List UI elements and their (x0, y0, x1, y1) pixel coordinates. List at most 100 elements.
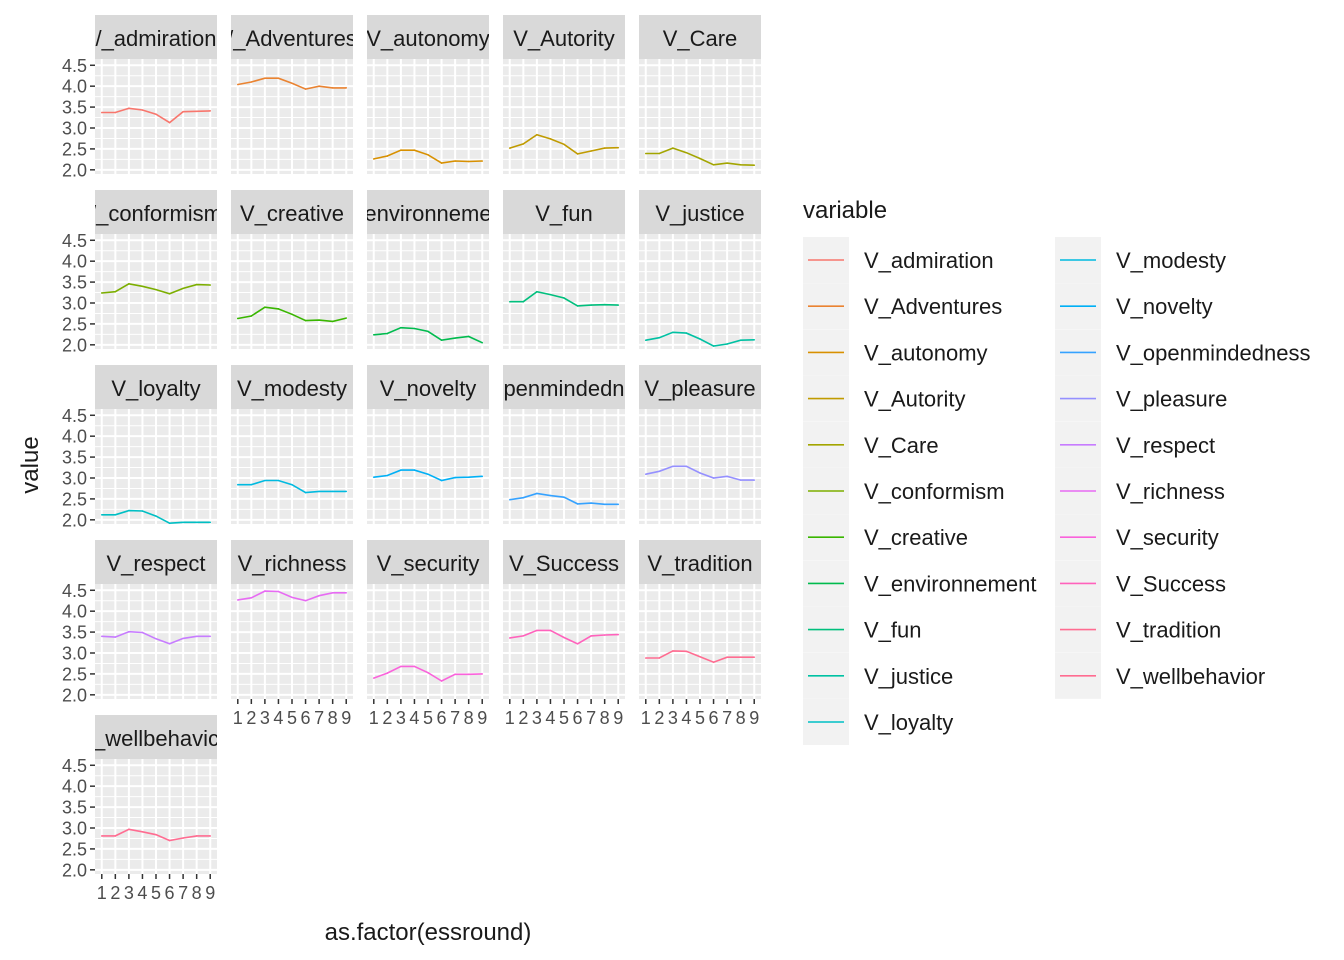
data-point (100, 635, 103, 638)
data-point (195, 283, 198, 286)
y-tick-label: 3.0 (62, 819, 87, 839)
data-point (128, 630, 130, 633)
data-point (155, 113, 157, 115)
legend-label: V_Care (864, 433, 939, 458)
y-tick-label: 2.5 (62, 664, 87, 684)
data-point (236, 83, 239, 86)
data-point (685, 465, 688, 468)
facet-strip (503, 540, 625, 584)
facet-strip (367, 365, 489, 409)
x-tick-label: 3 (532, 708, 542, 728)
data-point (712, 477, 715, 479)
legend-item-V_environnement: V_environnement (803, 560, 1036, 607)
facet-panel-V_respect: V_respect 2.02.53.03.54.04.5 (62, 540, 217, 705)
data-point (739, 164, 742, 166)
y-tick-label: 4.0 (62, 427, 87, 447)
facet-panel-V_creative: V_creative (231, 190, 353, 349)
data-point (440, 339, 443, 342)
data-point (386, 474, 389, 477)
data-point (413, 469, 416, 471)
legend-item-V_security: V_security (1055, 514, 1219, 561)
x-tick-label: 7 (450, 708, 460, 728)
y-tick-label: 4.0 (62, 77, 87, 97)
data-point (522, 496, 525, 499)
facet-strip (231, 190, 353, 234)
x-tick-label: 6 (437, 708, 447, 728)
y-tick-label: 3.5 (62, 273, 87, 293)
facet-panel-V_novelty: V_novelty (367, 365, 489, 524)
facet-panel-V_pleasure: V_pleasure (639, 365, 761, 524)
x-tick-label: 4 (681, 708, 691, 728)
x-tick-label: 2 (654, 708, 664, 728)
y-tick-label: 4.5 (62, 756, 87, 776)
x-tick-label: 3 (396, 708, 406, 728)
data-point (467, 476, 470, 478)
data-point (100, 835, 103, 837)
data-point (155, 833, 157, 836)
data-point (685, 650, 688, 653)
data-point (182, 287, 184, 290)
data-point (195, 835, 198, 837)
x-axis-title: as.factor(essround) (325, 919, 532, 946)
data-point (699, 472, 701, 474)
y-tick-label: 4.5 (62, 231, 87, 251)
facet-panel-V_admiration: /_admiration 2.02.53.03.54.04.5 (62, 15, 217, 180)
y-tick-label: 3.0 (62, 469, 87, 489)
data-point (114, 636, 117, 638)
y-tick-label: 4.0 (62, 602, 87, 622)
data-point (318, 594, 320, 597)
facet-strip (503, 190, 625, 234)
data-point (386, 332, 389, 335)
y-tick-label: 2.5 (62, 314, 87, 334)
data-point (182, 637, 184, 640)
data-point (590, 150, 592, 152)
x-tick-label: 1 (505, 708, 515, 728)
data-point (209, 835, 212, 837)
facet-strip (503, 15, 625, 59)
data-point (658, 336, 661, 339)
data-point (726, 475, 728, 478)
legend-label: V_wellbehavior (1116, 664, 1265, 689)
data-point (536, 629, 538, 632)
data-point (304, 319, 307, 322)
data-point (536, 290, 538, 293)
legend-title: variable (803, 197, 887, 224)
legend-item-V_wellbehavior: V_wellbehavior (1055, 652, 1265, 699)
facet-strip-label: V_autonomy (366, 26, 490, 51)
data-point (617, 503, 620, 506)
x-tick-label: 3 (124, 883, 134, 903)
facet-panel-V_openmindedness: penmindedn (503, 365, 625, 524)
data-point (168, 522, 171, 524)
facet-strip (95, 715, 217, 759)
data-point (481, 341, 484, 344)
y-tick-label: 3.0 (62, 294, 87, 314)
data-point (699, 655, 701, 658)
facet-strip (231, 15, 353, 59)
legend-item-V_Autority: V_Autority (803, 375, 966, 422)
legend-item-V_Success: V_Success (1055, 560, 1226, 607)
legend-label: V_richness (1116, 479, 1225, 504)
data-point (427, 153, 429, 156)
x-tick-label: 9 (749, 708, 759, 728)
legend-item-V_justice: V_justice (803, 652, 953, 699)
data-point (291, 313, 293, 316)
y-tick-label: 4.0 (62, 252, 87, 272)
facet-strip-label: V_Autority (513, 26, 615, 51)
data-point (331, 320, 334, 323)
data-point (522, 635, 525, 637)
data-point (250, 81, 253, 83)
data-point (672, 465, 674, 468)
x-tick-label: 1 (233, 708, 243, 728)
legend-item-V_respect: V_respect (1055, 421, 1215, 468)
data-point (522, 300, 525, 303)
y-tick-label: 3.5 (62, 623, 87, 643)
data-point (454, 673, 456, 676)
facet-strip (367, 540, 489, 584)
facet-strip (367, 15, 489, 59)
data-point (331, 591, 334, 594)
legend-item-V_admiration: V_admiration (803, 237, 994, 283)
data-point (264, 479, 266, 482)
facet-strip-label: V_novelty (380, 376, 477, 401)
data-point (454, 337, 456, 339)
legend-item-V_pleasure: V_pleasure (1055, 375, 1227, 422)
